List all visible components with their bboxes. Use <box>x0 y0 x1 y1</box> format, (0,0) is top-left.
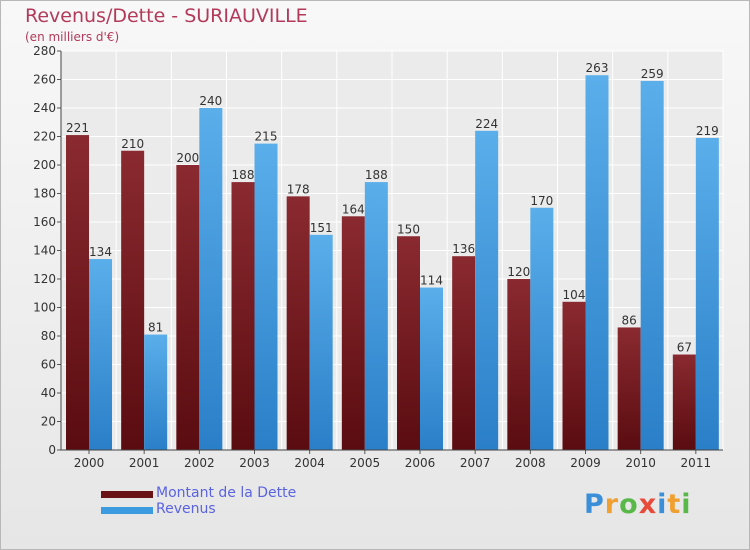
bar-dette-2010 <box>617 327 641 450</box>
x-tick-label-2005: 2005 <box>350 456 381 470</box>
y-tick-label: 60 <box>41 358 56 372</box>
y-tick-label: 120 <box>33 272 56 286</box>
data-label-bar-revenus-2006: 114 <box>420 274 443 288</box>
y-tick-label: 80 <box>41 329 56 343</box>
data-label-bar-dette-2000: 221 <box>66 121 89 135</box>
y-tick-label: 220 <box>33 130 56 144</box>
y-tick-label: 40 <box>41 386 56 400</box>
x-tick-label-2002: 2002 <box>184 456 215 470</box>
bar-revenus-2006 <box>420 287 443 450</box>
data-label-bar-revenus-2008: 170 <box>530 194 553 208</box>
y-tick-label: 280 <box>33 44 56 58</box>
x-tick-label-2009: 2009 <box>570 456 601 470</box>
bar-revenus-2011 <box>695 137 719 451</box>
data-label-bar-dette-2002: 200 <box>176 151 199 165</box>
data-label-bar-dette-2010: 86 <box>622 313 637 327</box>
bar-dette-2004 <box>286 196 310 450</box>
x-tick-label-2010: 2010 <box>625 456 656 470</box>
x-tick-label-2007: 2007 <box>460 456 491 470</box>
legend-label-revenus: Revenus <box>156 501 216 517</box>
x-tick-label-2003: 2003 <box>239 456 270 470</box>
data-label-bar-dette-2008: 120 <box>507 265 530 279</box>
bar-dette-2001 <box>121 150 145 450</box>
data-label-bar-dette-2007: 136 <box>452 242 475 256</box>
bar-dette-2002 <box>176 165 200 450</box>
legend-swatch-dette <box>101 491 153 498</box>
y-tick-label: 20 <box>41 415 56 429</box>
bar-revenus-2009 <box>585 75 609 450</box>
data-label-bar-dette-2004: 178 <box>287 182 310 196</box>
data-label-bar-revenus-2007: 224 <box>475 117 498 131</box>
x-tick-label-2001: 2001 <box>129 456 160 470</box>
bar-dette-2007 <box>452 256 476 450</box>
x-tick-label-2006: 2006 <box>405 456 436 470</box>
data-label-bar-dette-2009: 104 <box>563 288 586 302</box>
data-label-bar-dette-2011: 67 <box>677 341 692 355</box>
data-label-bar-revenus-2005: 188 <box>365 168 388 182</box>
data-label-bar-revenus-2011: 219 <box>696 124 719 138</box>
y-tick-label: 200 <box>33 158 56 172</box>
chart-subtitle: (en milliers d'€) <box>25 30 120 44</box>
bar-dette-2005 <box>341 216 365 450</box>
chart-title: Revenus/Dette - SURIAUVILLE <box>25 5 308 27</box>
legend-swatch-revenus <box>101 507 153 514</box>
y-tick-label: 160 <box>33 215 56 229</box>
y-tick-label: 180 <box>33 187 56 201</box>
x-tick-label-2008: 2008 <box>515 456 546 470</box>
x-tick-label-2004: 2004 <box>294 456 325 470</box>
bars <box>66 75 719 451</box>
gridlines <box>60 50 724 451</box>
bar-dette-2011 <box>672 354 696 450</box>
data-label-bar-revenus-2002: 240 <box>199 94 222 108</box>
bar-revenus-2007 <box>475 130 499 451</box>
bar-revenus-2008 <box>530 207 554 450</box>
data-label-bar-revenus-2004: 151 <box>310 221 333 235</box>
data-label-bar-dette-2001: 210 <box>121 137 144 151</box>
y-tick-label: 240 <box>33 101 56 115</box>
data-label-bar-revenus-2000: 134 <box>89 245 112 259</box>
bar-revenus-2002 <box>199 108 223 450</box>
proxiti-logo: Proxiti <box>584 489 692 520</box>
bar-dette-2000 <box>66 135 89 450</box>
bar-dette-2006 <box>397 236 420 450</box>
y-tick-label: 260 <box>33 73 56 87</box>
bar-dette-2003 <box>231 182 255 450</box>
data-labels: 221 134 210 81 200 240 188 215 178 151 164 188 150 11… <box>66 61 719 354</box>
bar-revenus-2005 <box>364 182 388 450</box>
data-label-bar-revenus-2001: 81 <box>148 321 163 335</box>
x-tick-label-2011: 2011 <box>681 456 712 470</box>
data-label-bar-dette-2006: 150 <box>397 222 420 236</box>
axes: 0 20 40 60 80 100 120 140 160 180 200 220 240 260 280 2… <box>33 44 723 470</box>
bar-revenus-2010 <box>640 80 664 451</box>
data-label-bar-revenus-2003: 215 <box>255 130 278 144</box>
y-tick-label: 0 <box>48 443 56 457</box>
bar-revenus-2003 <box>254 143 278 450</box>
data-label-bar-dette-2003: 188 <box>232 168 255 182</box>
x-tick-label-2000: 2000 <box>74 456 105 470</box>
bar-revenus-2000 <box>89 259 112 450</box>
y-tick-label: 100 <box>33 301 56 315</box>
bar-dette-2009 <box>562 301 586 450</box>
legend-label-dette: Montant de la Dette <box>156 485 297 501</box>
bar-revenus-2004 <box>309 234 333 450</box>
y-tick-label: 140 <box>33 244 56 258</box>
data-label-bar-dette-2005: 164 <box>342 202 365 216</box>
bar-dette-2008 <box>507 279 531 450</box>
data-label-bar-revenus-2009: 263 <box>586 61 609 75</box>
bar-revenus-2001 <box>144 334 168 450</box>
data-label-bar-revenus-2010: 259 <box>641 67 664 81</box>
